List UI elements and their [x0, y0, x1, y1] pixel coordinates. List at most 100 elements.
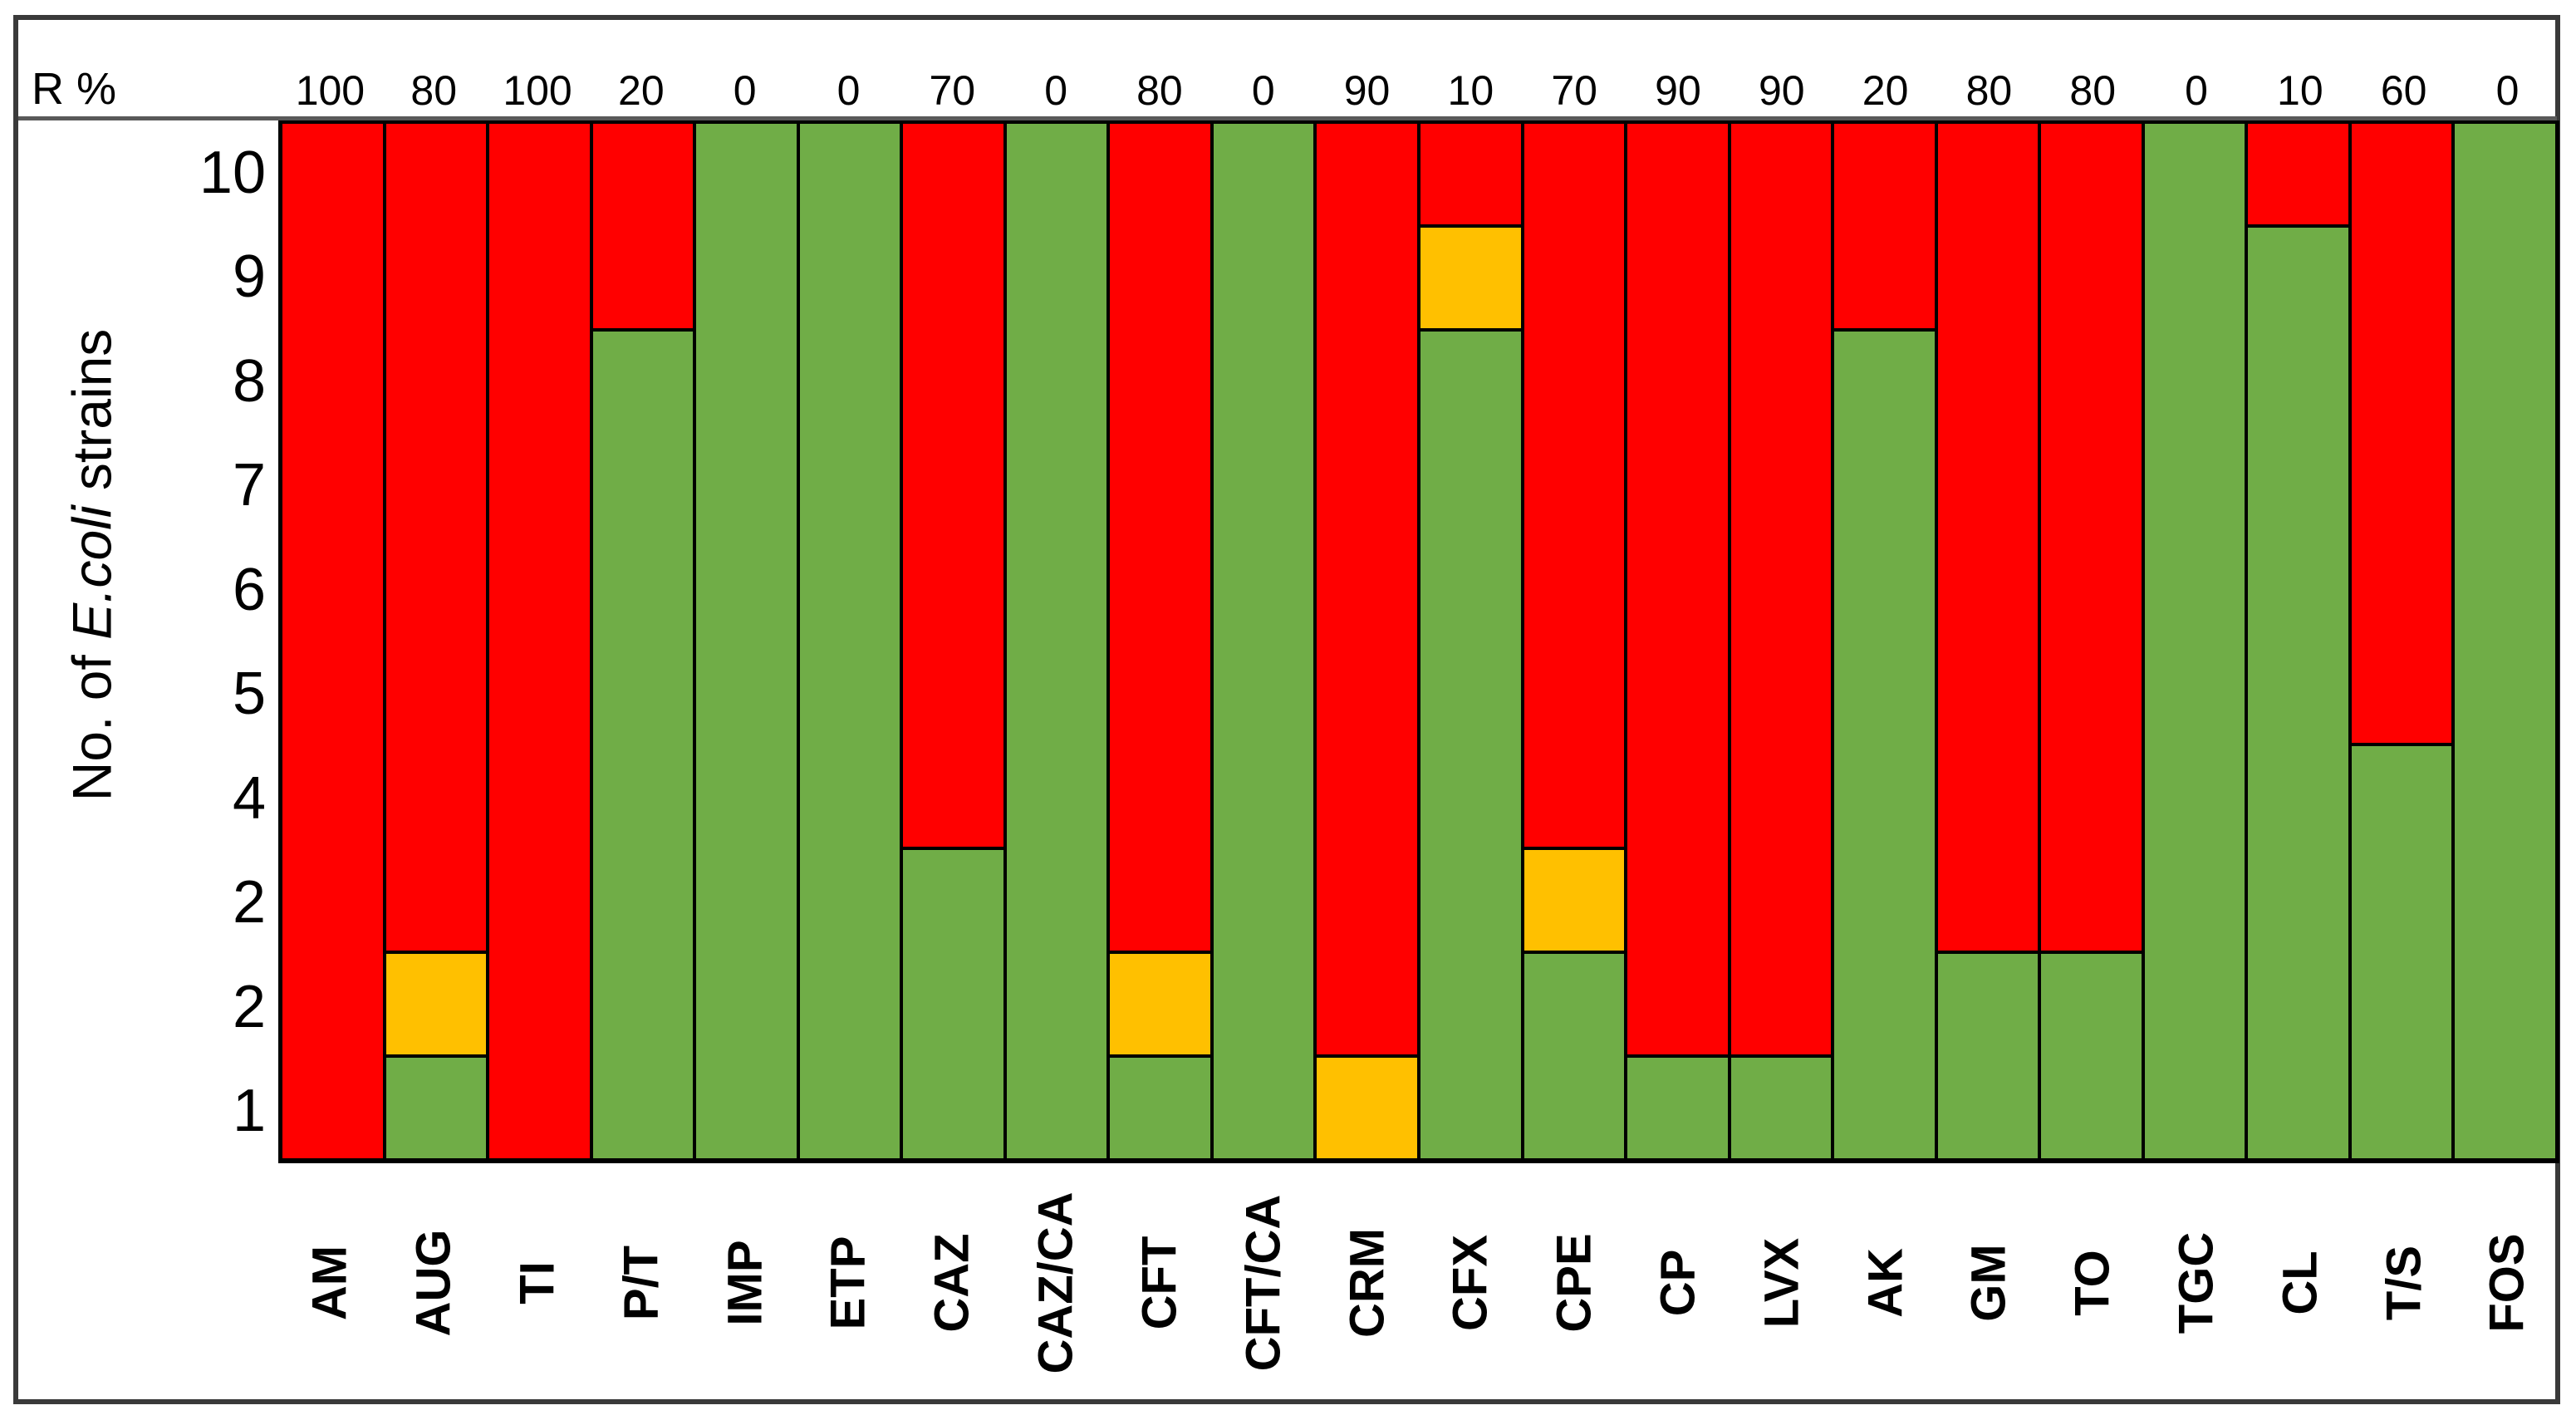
resistance-percent-value: 70: [1551, 67, 1597, 114]
resistance-percent-value: 20: [618, 67, 665, 114]
resistance-percent-value: 90: [1343, 67, 1391, 114]
segment-susceptible: [1110, 1054, 1210, 1158]
bar-CAZ: [903, 120, 1007, 1158]
segment-susceptible: [1420, 327, 1521, 1158]
y-tick-label: 7: [232, 452, 266, 519]
segment-resistant: [592, 120, 694, 328]
segment-resistant: [1524, 120, 1625, 848]
x-axis-label: TI: [510, 1261, 565, 1305]
y-tick-label: 4: [232, 764, 266, 832]
bar-IMP: [696, 120, 800, 1158]
segment-resistant: [2248, 120, 2348, 224]
y-tick-label: 2: [232, 973, 266, 1040]
segment-resistant: [1834, 120, 1935, 328]
y-tick-label: 9: [232, 243, 266, 311]
bar-AUG: [385, 120, 490, 1158]
bar-CFX: [1420, 120, 1524, 1158]
segment-susceptible: [1524, 951, 1625, 1158]
x-axis-label: CL: [2273, 1250, 2328, 1315]
x-axis-label-cell: CL: [2248, 1167, 2352, 1399]
y-axis-ticks: 10 9 8 7 6 5 4 2 2 1: [0, 120, 266, 1163]
x-axis-label: CFT: [1132, 1236, 1187, 1330]
segment-resistant: [489, 120, 590, 1158]
resistance-percent-header-label: R %: [32, 64, 117, 114]
segment-susceptible: [1006, 120, 1107, 1158]
bar-T/S: [2351, 120, 2456, 1158]
bar-TI: [489, 120, 593, 1158]
segment-intermediate: [1524, 847, 1625, 951]
x-axis-label-cell: CP: [1627, 1167, 1730, 1399]
bar-TGC: [2144, 120, 2249, 1158]
y-tick-label: 1: [232, 1078, 266, 1145]
x-axis-label: P/T: [614, 1245, 669, 1321]
y-tick-label: 2: [232, 869, 266, 936]
bar-P/T: [592, 120, 697, 1158]
x-axis-label: CFT/CA: [1236, 1194, 1291, 1372]
segment-susceptible: [385, 1054, 487, 1158]
resistance-percent-value: 0: [1044, 67, 1067, 114]
bar-CRM: [1317, 120, 1421, 1158]
segment-susceptible: [1213, 120, 1314, 1158]
x-axis-label-cell: TO: [2041, 1167, 2145, 1399]
segment-resistant: [282, 120, 383, 1158]
x-axis-label-cell: TGC: [2145, 1167, 2249, 1399]
segment-susceptible: [799, 120, 900, 1158]
bar-GM: [1937, 120, 2042, 1158]
segment-resistant: [2041, 120, 2142, 951]
x-axis-label-cell: CAZ/CA: [1004, 1167, 1108, 1399]
segment-susceptible: [2455, 120, 2556, 1158]
segment-susceptible: [592, 327, 694, 1158]
resistance-percent-value: 80: [410, 67, 458, 114]
x-axis-label-cell: CAZ: [900, 1167, 1004, 1399]
x-axis-label: AUG: [406, 1229, 461, 1337]
segment-intermediate: [385, 951, 487, 1055]
x-axis-label-cell: IMP: [693, 1167, 797, 1399]
x-axis-label-cell: AK: [1833, 1167, 1937, 1399]
x-axis-label: CP: [1651, 1249, 1705, 1317]
x-axis-label-cell: CRM: [1315, 1167, 1419, 1399]
x-axis-label-cell: AUG: [382, 1167, 486, 1399]
x-axis-label-cell: AM: [278, 1167, 382, 1399]
x-axis-label: FOS: [2480, 1233, 2534, 1333]
resistance-percent-value: 80: [1965, 67, 2013, 114]
x-axis-label: CPE: [1547, 1233, 1602, 1333]
bar-LVX: [1730, 120, 1835, 1158]
resistance-percent-value: 90: [1758, 67, 1805, 114]
segment-intermediate: [1110, 951, 1210, 1055]
resistance-percent-value: 20: [1862, 67, 1909, 114]
x-axis-label: TO: [2065, 1250, 2120, 1316]
bar-FOS: [2455, 120, 2556, 1158]
segment-resistant: [385, 120, 487, 951]
segment-susceptible: [903, 847, 1003, 1158]
resistance-percent-value: 10: [2277, 67, 2323, 114]
bar-CPE: [1524, 120, 1628, 1158]
x-axis-label-cell: GM: [1937, 1167, 2041, 1399]
segment-resistant: [1420, 120, 1521, 224]
bar-TO: [2041, 120, 2145, 1158]
x-axis-labels: AM AUG TI P/T IMP ETP CAZ CAZ/CA CFT CFT/CA CRM CFX…: [278, 1167, 2559, 1399]
x-axis-label: CAZ/CA: [1028, 1192, 1083, 1374]
bar-ETP: [799, 120, 904, 1158]
bar-CFT/CA: [1213, 120, 1317, 1158]
resistance-percent-row: 100 80 100 20 0 0 70 0 80 0 90 10 70 90 90 20 80 80 0 10 60 0: [278, 66, 2559, 115]
x-axis-label: T/S: [2377, 1245, 2431, 1321]
segment-susceptible: [696, 120, 797, 1158]
segment-resistant: [2351, 120, 2452, 744]
header-divider-line: [18, 116, 2557, 120]
resistance-percent-value: 10: [1447, 67, 1494, 114]
segment-resistant: [1730, 120, 1832, 1055]
x-axis-label: ETP: [821, 1236, 876, 1330]
resistance-percent-value: 90: [1655, 67, 1701, 114]
segment-susceptible: [2041, 951, 2142, 1158]
x-axis-label-cell: CFT/CA: [1211, 1167, 1315, 1399]
x-axis-label: LVX: [1754, 1237, 1809, 1329]
x-axis-label-cell: P/T: [589, 1167, 693, 1399]
x-axis-label-cell: T/S: [2352, 1167, 2456, 1399]
segment-susceptible: [1834, 327, 1935, 1158]
x-axis-label-cell: CPE: [1523, 1167, 1627, 1399]
resistance-percent-value: 0: [733, 67, 757, 114]
resistance-percent-value: 60: [2380, 67, 2427, 114]
resistance-percent-value: 70: [929, 67, 976, 114]
bar-CAZ/CA: [1006, 120, 1111, 1158]
segment-resistant: [1317, 120, 1418, 1055]
